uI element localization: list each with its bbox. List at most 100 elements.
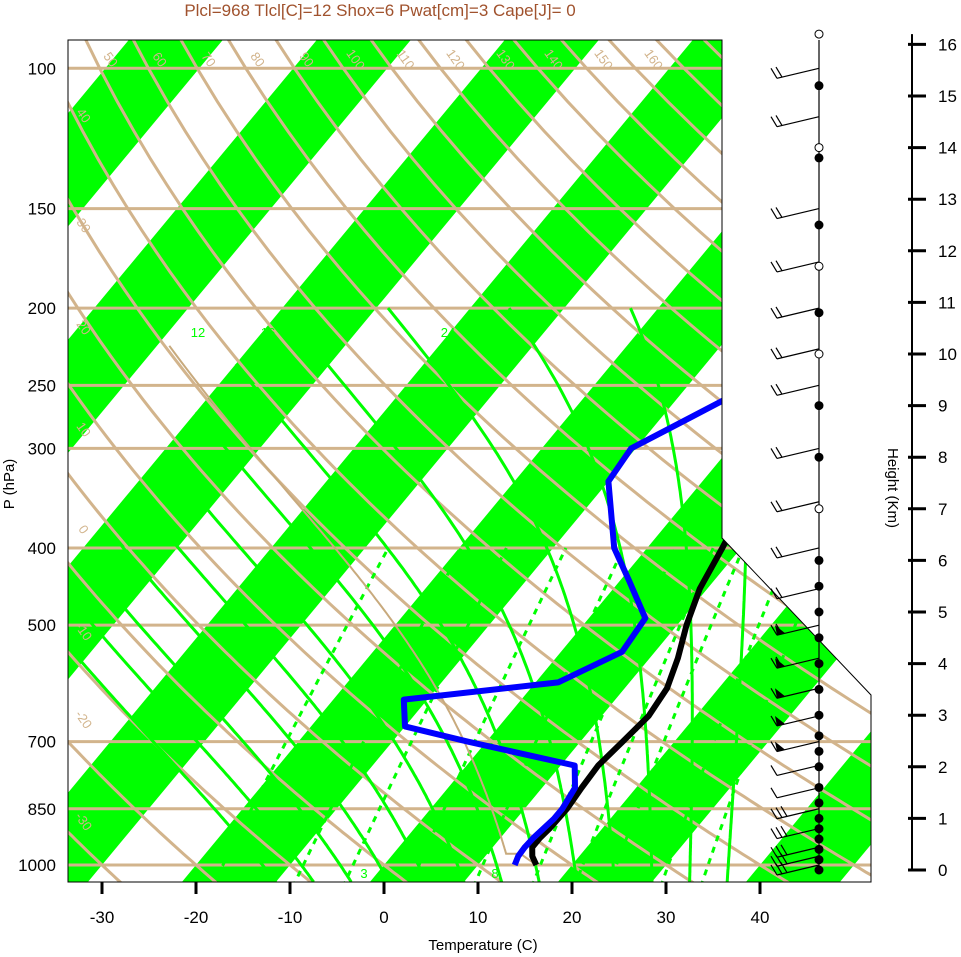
wind-barb-feather <box>770 307 778 319</box>
wind-barb-feather <box>770 687 778 699</box>
mixing-ratio-line <box>467 547 625 882</box>
temperature-tick-label: 10 <box>469 908 488 927</box>
temperature-tick-label: 30 <box>657 908 676 927</box>
height-dot <box>814 220 824 230</box>
height-tick-label: 6 <box>938 551 947 570</box>
height-dot <box>814 746 824 756</box>
height-dot <box>814 813 824 823</box>
wind-barb <box>776 501 820 513</box>
mixing-ratio-line <box>286 547 463 882</box>
dry-adiabat <box>68 40 525 882</box>
wind-barb <box>776 687 820 699</box>
height-tick-label: 15 <box>938 87 957 106</box>
wind-barb-feather <box>770 547 778 559</box>
height-tick-label: 1 <box>938 809 947 828</box>
wind-barb-feather <box>770 261 778 273</box>
isotherm-label: 70 <box>198 49 219 69</box>
wind-barb-feather <box>770 864 778 876</box>
wind-barb-feather <box>775 260 783 272</box>
height-dot <box>814 633 824 643</box>
wind-barb-feather <box>770 208 778 219</box>
dry-adiabat <box>68 40 719 882</box>
wind-barb-feather <box>775 207 783 218</box>
wind-barb-feather <box>770 501 778 513</box>
height-tick-label: 3 <box>938 706 947 725</box>
moist-adiabat <box>68 606 278 882</box>
wind-barb <box>776 208 820 220</box>
isotherm-label: 50 <box>100 49 121 69</box>
isotherm-label: 80 <box>247 49 268 69</box>
dry-adiabat <box>175 40 871 882</box>
dry-adiabat <box>316 40 871 882</box>
height-tick-label: 2 <box>938 758 947 777</box>
pressure-tick-label: 200 <box>28 299 56 318</box>
dry-adiabat <box>68 40 139 882</box>
wind-barb <box>776 67 820 79</box>
wind-barb-feather <box>775 347 783 358</box>
pressure-tick-label: 250 <box>28 376 56 395</box>
wind-barb-feather <box>770 808 778 820</box>
height-tick-label: 11 <box>938 293 956 312</box>
wind-barb-pennant <box>775 625 785 636</box>
temperature-tick-label: 0 <box>379 908 388 927</box>
height-tick-label: 8 <box>938 448 947 467</box>
dry-adiabat <box>68 40 332 882</box>
moist-adiabat-label: 24 <box>441 325 455 340</box>
temperature-axis-label: Temperature (C) <box>428 937 537 954</box>
height-dot <box>814 607 824 617</box>
mixing-ratio-line <box>602 547 745 882</box>
moist-adiabat <box>80 555 353 882</box>
height-dot <box>814 153 824 163</box>
wind-barb <box>776 261 820 273</box>
height-dot <box>814 29 824 39</box>
height-dot <box>814 581 824 591</box>
wind-barb-feather <box>775 66 783 78</box>
moist-adiabat <box>104 524 391 882</box>
temperature-tick-label: 40 <box>751 908 770 927</box>
mixing-ratio-lines <box>204 547 827 882</box>
wind-barb-feather <box>775 446 783 458</box>
dry-adiabat <box>269 40 871 882</box>
isotherm-label-right: 20 <box>794 592 815 613</box>
wind-barb-pennant <box>775 658 785 669</box>
height-dot <box>814 731 824 741</box>
height-dot <box>814 504 824 514</box>
temperature-profile <box>529 65 871 867</box>
wind-barb <box>776 116 820 128</box>
wind-barb <box>776 624 820 636</box>
height-dot <box>814 834 824 844</box>
temperature-axis: -30 -20 -10 0 10 20 30 40 <box>90 882 770 927</box>
isobar-lines <box>68 66 871 867</box>
moist-adiabat <box>507 307 654 882</box>
isotherm-label: 0 <box>75 522 91 537</box>
wind-barb-feather <box>775 500 783 511</box>
wind-barb-feather <box>780 862 788 873</box>
height-dot <box>814 855 824 865</box>
isotherm-label: 30 <box>73 215 94 235</box>
wind-barb <box>776 787 820 799</box>
height-dot <box>814 555 824 565</box>
isotherm-label-right: 0 <box>724 459 740 475</box>
isotherm-band <box>68 40 418 882</box>
dry-adiabat <box>364 40 871 882</box>
moist-adiabat <box>130 490 428 882</box>
wind-barb-pennant <box>775 688 785 699</box>
dry-adiabat <box>68 40 815 882</box>
height-dot <box>814 710 824 720</box>
height-tick-label: 4 <box>938 655 947 674</box>
pressure-tick-label: 150 <box>28 200 56 219</box>
pressure-tick-label: 700 <box>28 733 56 752</box>
height-tick-label: 9 <box>938 397 947 416</box>
plot-frame <box>67 39 872 883</box>
height-tick-label: 0 <box>938 861 947 880</box>
mixing-ratio-line <box>525 547 677 882</box>
wind-barb-pennant <box>775 715 785 726</box>
dry-adiabat <box>68 40 871 882</box>
isotherm-label-right: 10 <box>724 344 745 365</box>
moist-adiabat <box>234 362 541 882</box>
mixing-ratio-line <box>403 547 568 882</box>
wind-barb-feather <box>770 765 778 776</box>
dry-adiabat <box>68 40 236 882</box>
